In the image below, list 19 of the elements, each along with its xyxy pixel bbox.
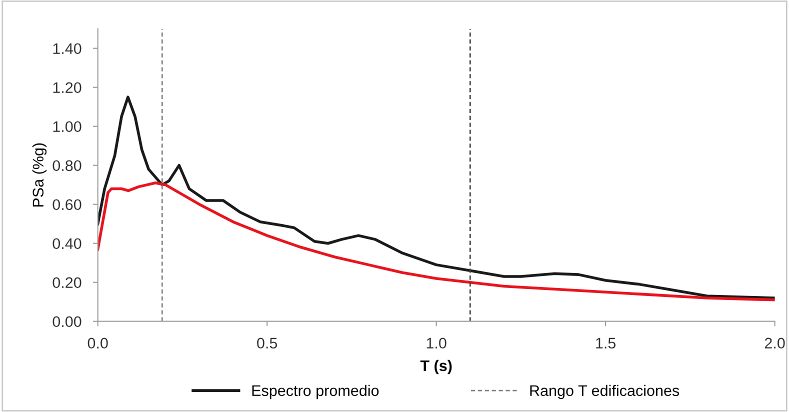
- y-tick-label: 0.00: [52, 316, 82, 328]
- y-tick-label: 1.40: [53, 43, 82, 54]
- y-tick-label: 0.60: [52, 199, 82, 210]
- legend-label: Espectro promedio: [252, 384, 379, 400]
- line-series: [98, 182, 775, 302]
- y-tick-label: 0.40: [52, 238, 82, 250]
- y-tick-label: 1.20: [53, 82, 82, 94]
- y-tick-label: 0.20: [52, 277, 82, 288]
- x-tick-label: 0.0: [88, 338, 108, 349]
- line-series: [98, 96, 775, 300]
- x-tick-label: 0.5: [257, 338, 278, 349]
- y-tick-label: 1.00: [53, 121, 82, 132]
- legend-label: Rango T edificaciones: [530, 384, 680, 400]
- x-tick-label: 1.0: [426, 338, 446, 349]
- x-tick-label: 2.0: [764, 338, 785, 349]
- x-tick-label: 1.5: [596, 338, 616, 349]
- y-tick-label: 0.80: [52, 160, 82, 172]
- x-axis-title: T (s): [420, 360, 452, 374]
- y-axis-title: PSa (%g): [32, 143, 47, 207]
